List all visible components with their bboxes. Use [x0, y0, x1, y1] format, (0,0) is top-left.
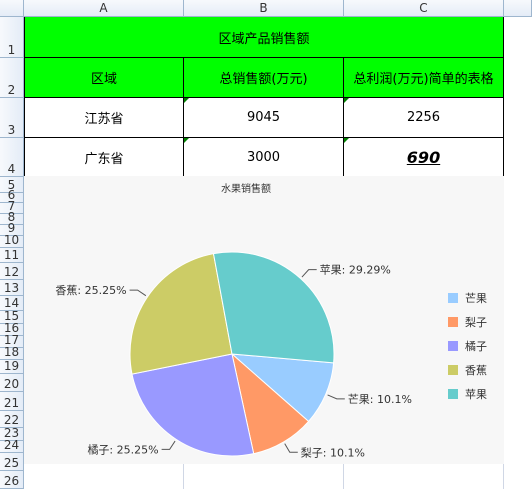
legend-label: 橘子 [465, 340, 487, 353]
row-header[interactable]: 7 [0, 199, 24, 214]
cell-value: 690 [406, 147, 441, 167]
column-header-c[interactable]: C [344, 0, 504, 17]
legend-swatch [448, 317, 458, 327]
row-header[interactable]: 1 [0, 17, 24, 58]
slice-label: 梨子: 10.1% [301, 445, 365, 459]
row-header[interactable]: 10 [0, 233, 24, 248]
row-header[interactable]: 23 [0, 426, 24, 441]
row-header[interactable]: 25 [0, 453, 24, 471]
slice-label: 苹果: 29.29% [320, 263, 391, 277]
row-header[interactable]: 3 [0, 98, 24, 138]
slice-leader-line [129, 289, 147, 297]
number-as-text-indicator [184, 138, 189, 143]
slice-leader-line [161, 440, 176, 450]
pie-slice-3[interactable] [129, 253, 233, 375]
column-header-a[interactable]: A [24, 0, 184, 17]
row-header[interactable]: 8 [0, 210, 24, 225]
slice-label: 橘子: 25.25% [87, 443, 158, 456]
row-header[interactable]: 11 [0, 248, 24, 263]
select-all-corner[interactable] [0, 0, 24, 17]
slice-label: 芒果: 10.1% [348, 393, 412, 406]
pie-chart[interactable]: 水果销售额 芒果: 10.1% 梨子: 10.1% 橘子: 25.25% 香蕉: 25… [24, 176, 504, 464]
cell-profit[interactable]: 690 [344, 138, 504, 177]
legend-label: 芒果 [465, 292, 487, 305]
row-header[interactable]: 2 [0, 58, 24, 98]
slice-labels: 芒果: 10.1% 梨子: 10.1% 橘子: 25.25% 香蕉: 25.25% 苹果… [55, 263, 412, 460]
header-cell-region[interactable]: 区域 [24, 58, 184, 98]
row-header[interactable]: 6 [0, 188, 24, 203]
legend-label: 香蕉 [465, 364, 487, 377]
header-cell-profit[interactable]: 总利润(万元)简单的表格 [344, 58, 504, 98]
pie-slice-4[interactable] [212, 251, 335, 364]
cell-value: 9045 [246, 110, 281, 125]
number-as-text-indicator [184, 98, 189, 103]
slice-label-leaders [129, 269, 345, 453]
legend-label: 梨子 [465, 315, 487, 329]
number-as-text-indicator [344, 98, 349, 103]
cell-value: 3000 [246, 149, 281, 165]
row-header[interactable]: 18 [0, 345, 24, 360]
row-header[interactable]: 15 [0, 309, 24, 324]
pie-slices [129, 251, 335, 457]
row-header[interactable]: 21 [0, 392, 24, 411]
row-header[interactable]: 13 [0, 280, 24, 296]
slice-label: 香蕉: 25.25% [55, 284, 126, 297]
slice-leader-line [327, 394, 345, 400]
column-header-b[interactable]: B [184, 0, 344, 17]
cell-sales[interactable]: 3000 [184, 138, 344, 177]
legend-swatch [448, 293, 458, 303]
legend-swatch [448, 389, 458, 399]
row-header[interactable]: 16 [0, 321, 24, 336]
slice-leader-line [301, 269, 317, 278]
slice-leader-line [284, 443, 298, 453]
row-header[interactable]: 12 [0, 263, 24, 280]
row-header[interactable]: 26 [0, 471, 24, 489]
row-header[interactable]: 20 [0, 374, 24, 392]
cell-region[interactable]: 广东省 [24, 138, 184, 177]
cell-region[interactable]: 江苏省 [24, 98, 184, 138]
row-header[interactable]: 17 [0, 333, 24, 348]
row-header[interactable]: 14 [0, 296, 24, 311]
row-header[interactable]: 22 [0, 411, 24, 428]
row-header[interactable]: 5 [0, 177, 24, 193]
column-header-blank[interactable] [504, 0, 532, 17]
row-header[interactable]: 24 [0, 438, 24, 453]
pie-slice-2[interactable] [131, 353, 255, 457]
legend-swatch [448, 365, 458, 375]
number-as-text-indicator [344, 138, 349, 143]
legend-label: 苹果 [465, 387, 487, 401]
cell-value: 2256 [406, 110, 441, 125]
header-cell-sales[interactable]: 总销售额(万元) [184, 58, 344, 98]
row-header[interactable]: 4 [0, 138, 24, 177]
chart-title: 水果销售额 [221, 182, 271, 195]
row-header[interactable]: 9 [0, 221, 24, 236]
row-header[interactable]: 19 [0, 359, 24, 374]
legend-swatch [448, 341, 458, 351]
cell-sales[interactable]: 9045 [184, 98, 344, 138]
cell-profit[interactable]: 2256 [344, 98, 504, 138]
table-title-cell[interactable]: 区域产品销售额 [24, 17, 504, 58]
